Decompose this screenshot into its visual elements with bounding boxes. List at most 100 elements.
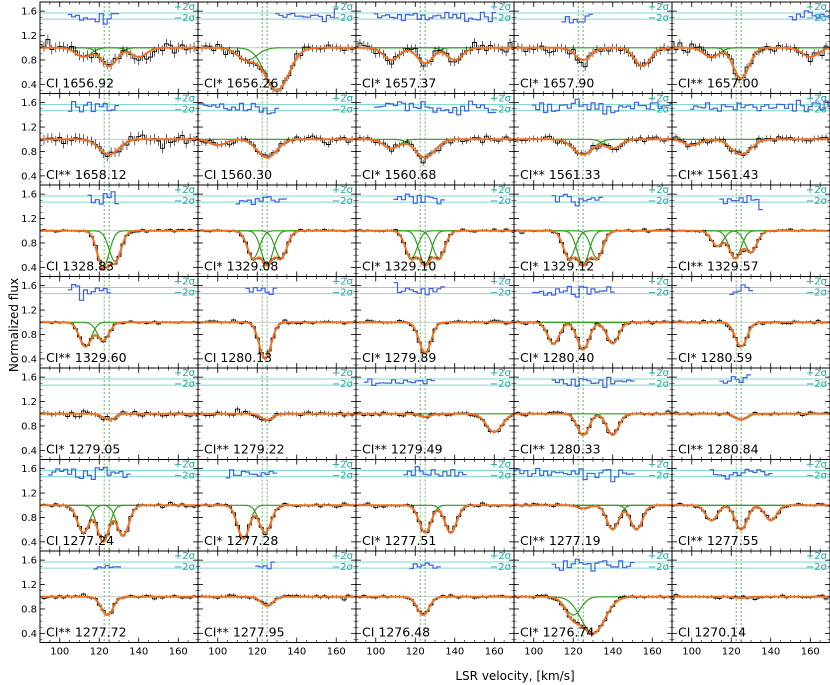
minus-2sigma-label: −2σ [648, 287, 670, 298]
panel: +2σ−2σ CI** 1277.19 [513, 459, 673, 552]
y-tick-label: 0.4 [21, 80, 37, 91]
plus-2sigma-label: +2σ [174, 2, 196, 13]
panel: +2σ−2σ CI* 1279.89 [355, 276, 515, 369]
panel-plot [198, 368, 356, 460]
panel-plot [514, 459, 672, 551]
panel-plot [198, 459, 356, 551]
minus-2sigma-label: −2σ [490, 379, 512, 390]
panel-plot [198, 185, 356, 277]
component-model-line [672, 230, 830, 253]
panel: +2σ−2σ CI* 1277.28 [197, 459, 357, 552]
total-model-line [514, 412, 672, 437]
y-tick-label: 1.6 [21, 373, 37, 384]
minus-2sigma-label: −2σ [332, 287, 354, 298]
plus-2sigma-label: +2σ [332, 368, 354, 379]
minus-2sigma-label: −2σ [490, 13, 512, 24]
panel: +2σ−2σ CI* 1276.74 100 120 140 160 [513, 550, 673, 658]
residual-line [551, 193, 603, 207]
panel: +2σ−2σ CI** 1657.00 [671, 1, 830, 94]
panel-label: CI 1328.83 [46, 259, 114, 274]
panel: +2σ−2σ CI** 1279.49 [355, 367, 515, 460]
x-tick-label: 100 [50, 647, 69, 658]
panel-plot [672, 459, 830, 551]
total-model-line [40, 229, 198, 271]
minus-2sigma-label: −2σ [648, 13, 670, 24]
plus-2sigma-label: +2σ [648, 276, 670, 287]
residual-line [514, 467, 635, 483]
total-model-line [40, 595, 198, 617]
panel-label: CI** 1277.72 [46, 625, 127, 640]
residual-line [198, 102, 279, 115]
panel-label: CI** 1277.55 [678, 533, 759, 548]
component-model-line [356, 504, 514, 534]
plus-2sigma-label: +2σ [332, 551, 354, 562]
panel-label: CI* 1657.90 [520, 76, 594, 91]
residual-line [93, 565, 121, 570]
minus-2sigma-label: −2σ [174, 470, 196, 481]
minus-2sigma-label: −2σ [806, 13, 828, 24]
panel-plot [356, 185, 514, 277]
panel: +2σ−2σ CI** 1658.12 0.4 0.8 1.2 1.6 [21, 93, 199, 186]
panel: +2σ−2σ CI 1656.92 0.4 0.8 1.2 1.6 [21, 1, 199, 94]
plus-2sigma-label: +2σ [174, 459, 196, 470]
panel: +2σ−2σ CI** 1277.55 [671, 459, 830, 552]
minus-2sigma-label: −2σ [806, 562, 828, 573]
panel-label: CI* 1280.59 [678, 350, 752, 365]
component-model-line [356, 504, 514, 534]
x-tick-label: 100 [524, 647, 543, 658]
panel-plot [40, 459, 198, 551]
x-tick-label: 120 [564, 647, 583, 658]
minus-2sigma-label: −2σ [174, 13, 196, 24]
residual-line [409, 562, 441, 570]
panel-label: CI* 1277.28 [204, 533, 278, 548]
panel: +2σ−2σ CI** 1277.72 0.4 0.8 1.2 1.6 100 120 140 1… [21, 550, 199, 658]
x-tick-label: 120 [90, 647, 109, 658]
data-spectrum-line [672, 319, 830, 347]
total-model-line [198, 46, 356, 92]
plus-2sigma-label: +2σ [174, 368, 196, 379]
minus-2sigma-label: −2σ [490, 287, 512, 298]
x-tick-label: 140 [761, 647, 780, 658]
panel-label: CI 1656.92 [46, 76, 114, 91]
panel: +2σ−2σ CI** 1561.33 [513, 93, 673, 186]
x-tick-label: 100 [682, 647, 701, 658]
plus-2sigma-label: +2σ [648, 368, 670, 379]
total-model-line [40, 504, 198, 543]
residual-line [87, 191, 119, 205]
panel-plot [40, 368, 198, 460]
minus-2sigma-label: −2σ [648, 470, 670, 481]
panel-label: CI** 1329.57 [678, 259, 759, 274]
y-tick-label: 1.2 [21, 580, 37, 591]
panel-label: CI 1560.30 [204, 167, 272, 182]
panel-plot [672, 185, 830, 277]
x-tick-label: 120 [248, 647, 267, 658]
minus-2sigma-label: −2σ [806, 196, 828, 207]
panel-plot [672, 276, 830, 368]
component-model-line [40, 321, 198, 342]
panel: +2σ−2σ CI** 1329.57 [671, 184, 830, 277]
y-tick-label: 1.6 [21, 281, 37, 292]
minus-2sigma-label: −2σ [174, 379, 196, 390]
plus-2sigma-label: +2σ [490, 276, 512, 287]
x-tick-label: 140 [287, 647, 306, 658]
panel-label: CI 1280.13 [204, 350, 272, 365]
panel-label: CI** 1561.43 [678, 167, 759, 182]
minus-2sigma-label: −2σ [490, 562, 512, 573]
panel-plot [356, 368, 514, 460]
panel-label: CI* 1657.37 [362, 76, 436, 91]
x-tick-label: 100 [208, 647, 227, 658]
panel-plot [514, 93, 672, 185]
y-tick-label: 1.6 [21, 7, 37, 18]
y-tick-label: 0.8 [21, 330, 37, 341]
residual-line [393, 193, 445, 205]
panel-label: CI** 1277.19 [520, 533, 601, 548]
plus-2sigma-label: +2σ [806, 93, 828, 104]
plus-2sigma-label: +2σ [490, 551, 512, 562]
residual-line [255, 561, 275, 570]
panel: +2σ−2σ CI** 1280.84 [671, 367, 830, 460]
x-tick-label: 160 [327, 647, 346, 658]
panel-plot [356, 551, 514, 643]
plus-2sigma-label: +2σ [332, 2, 354, 13]
total-model-line [356, 229, 514, 267]
